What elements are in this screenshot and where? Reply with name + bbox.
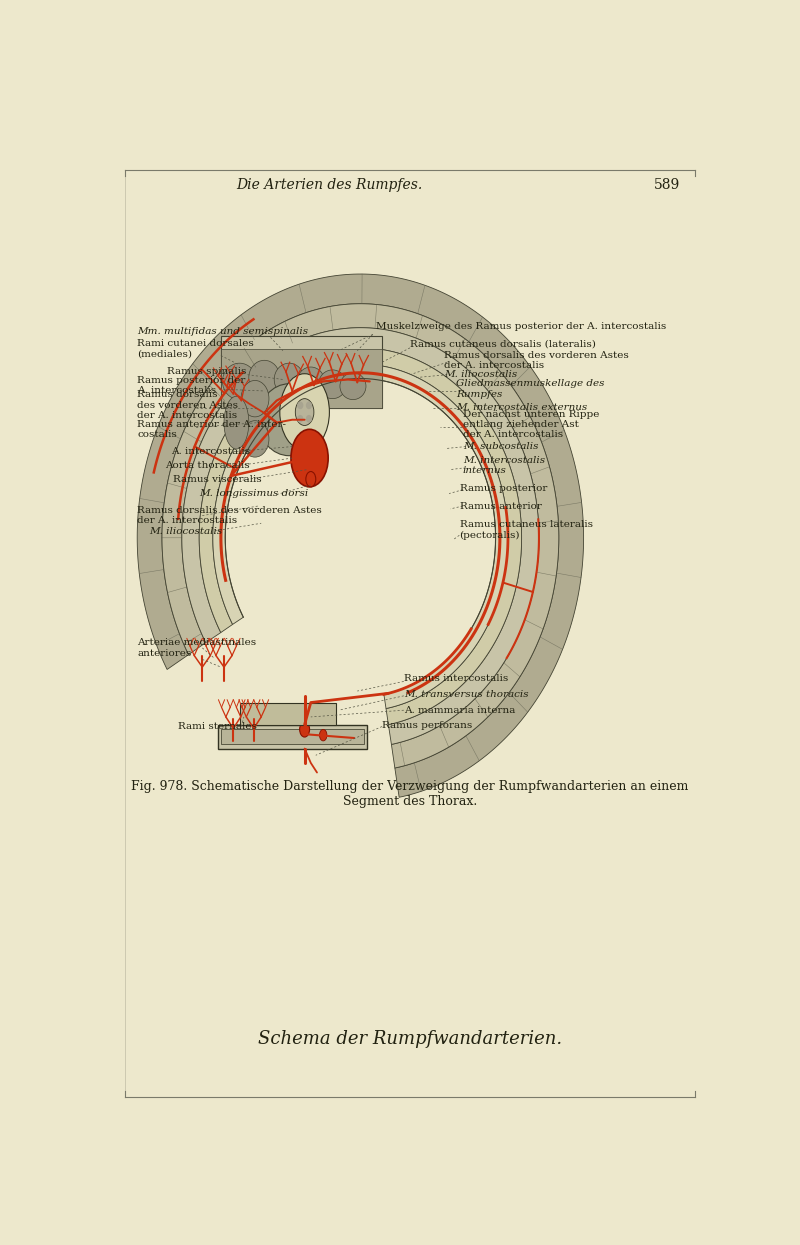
- Polygon shape: [182, 327, 539, 745]
- Text: M. transversus thoracis: M. transversus thoracis: [404, 691, 529, 700]
- Text: Ramus spinalis: Ramus spinalis: [167, 367, 246, 376]
- Circle shape: [280, 374, 330, 451]
- Ellipse shape: [222, 364, 257, 400]
- FancyBboxPatch shape: [221, 336, 382, 408]
- Text: Aorta thoracalis: Aorta thoracalis: [165, 461, 250, 471]
- Ellipse shape: [258, 383, 320, 456]
- Polygon shape: [162, 304, 558, 768]
- Text: Rami sternales: Rami sternales: [178, 722, 256, 731]
- Text: Ramus dorsalis des vorderen Astes
der A. intercostalis: Ramus dorsalis des vorderen Astes der A.…: [444, 351, 629, 370]
- Ellipse shape: [318, 370, 346, 398]
- Ellipse shape: [297, 367, 325, 397]
- Text: Muskelzweige des Ramus posterior der A. intercostalis: Muskelzweige des Ramus posterior der A. …: [376, 322, 666, 331]
- Text: Fig. 978. Schematische Darstellung der Verzweigung der Rumpfwandarterien an eine: Fig. 978. Schematische Darstellung der V…: [131, 779, 689, 808]
- Polygon shape: [218, 725, 366, 748]
- Text: Ramus perforans: Ramus perforans: [382, 721, 472, 730]
- Text: Ramus intercostalis: Ramus intercostalis: [404, 674, 508, 684]
- Text: A. intercostalis: A. intercostalis: [171, 447, 250, 456]
- Polygon shape: [213, 364, 508, 708]
- Ellipse shape: [249, 360, 280, 395]
- Text: Ramus dorsalis des vorderen Astes
der A. intercostalis: Ramus dorsalis des vorderen Astes der A.…: [138, 505, 322, 525]
- Polygon shape: [221, 730, 363, 743]
- Text: M. intercostalis
internus: M. intercostalis internus: [462, 456, 545, 476]
- Text: Mm. multifidas und semispinalis: Mm. multifidas und semispinalis: [138, 327, 308, 336]
- Polygon shape: [221, 349, 382, 408]
- Text: M. iliocostalis: M. iliocostalis: [150, 528, 223, 537]
- Text: Ramus anterior: Ramus anterior: [459, 502, 542, 510]
- Text: M. subcostalis: M. subcostalis: [462, 442, 538, 451]
- Text: A. mammaria interna: A. mammaria interna: [404, 706, 515, 715]
- Ellipse shape: [297, 402, 303, 410]
- Text: Die Arterien des Rumpfes.: Die Arterien des Rumpfes.: [236, 178, 422, 192]
- Text: Ramus cutaneus dorsalis (lateralis): Ramus cutaneus dorsalis (lateralis): [410, 340, 596, 349]
- Text: Ramus anterior der A. inter-
costalis: Ramus anterior der A. inter- costalis: [138, 420, 286, 439]
- Text: M. longissimus dorsi: M. longissimus dorsi: [199, 489, 309, 498]
- Circle shape: [306, 472, 316, 487]
- Text: Ramus cutaneus lateralis
(pectoralis): Ramus cutaneus lateralis (pectoralis): [459, 520, 593, 540]
- Text: Der nächst unteren Rippe
entlang ziehender Ast
der A. intercostalis: Der nächst unteren Rippe entlang ziehend…: [462, 410, 599, 439]
- Ellipse shape: [274, 364, 304, 396]
- Text: 589: 589: [654, 178, 680, 192]
- Text: M. intercostalis externus: M. intercostalis externus: [457, 403, 588, 412]
- Text: Rami cutanei dorsales
(mediales): Rami cutanei dorsales (mediales): [138, 339, 254, 359]
- Text: Ramus dorsalis
des vorderen Astes
der A. intercostalis: Ramus dorsalis des vorderen Astes der A.…: [138, 391, 238, 421]
- Text: Ramus posterior der
A. intercostalis: Ramus posterior der A. intercostalis: [138, 376, 246, 395]
- Ellipse shape: [297, 415, 303, 422]
- Circle shape: [300, 722, 310, 737]
- Text: Ramus posterior: Ramus posterior: [459, 484, 547, 493]
- Ellipse shape: [306, 402, 312, 410]
- Ellipse shape: [241, 381, 269, 417]
- Text: Arteriae mediastinales
anteriores: Arteriae mediastinales anteriores: [138, 639, 256, 657]
- Text: Gliedmassenmuskellage des
Rumpfes: Gliedmassenmuskellage des Rumpfes: [457, 380, 605, 398]
- Polygon shape: [138, 274, 583, 797]
- Polygon shape: [199, 347, 522, 725]
- Ellipse shape: [241, 421, 269, 457]
- Circle shape: [291, 430, 328, 487]
- Ellipse shape: [224, 396, 249, 449]
- FancyBboxPatch shape: [239, 703, 336, 725]
- Circle shape: [319, 730, 327, 741]
- Ellipse shape: [295, 398, 314, 426]
- Ellipse shape: [340, 372, 366, 400]
- Ellipse shape: [306, 415, 312, 422]
- Ellipse shape: [235, 396, 269, 443]
- Text: Ramus visceralis: Ramus visceralis: [173, 474, 262, 483]
- Text: M. iliocostalis: M. iliocostalis: [444, 370, 518, 380]
- Text: Schema der Rumpfwandarterien.: Schema der Rumpfwandarterien.: [258, 1030, 562, 1048]
